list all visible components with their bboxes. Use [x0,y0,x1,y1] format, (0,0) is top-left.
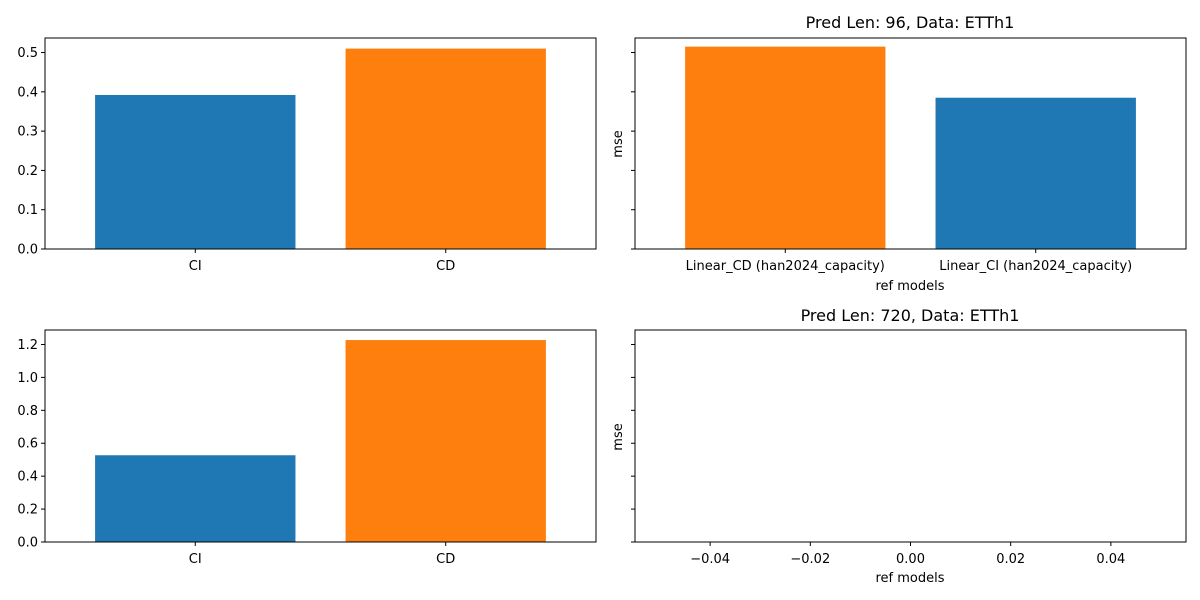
panel-bottom-right-xlabel: ref models [875,571,944,586]
panel-top-left-ytick-label-2: 0.1 [17,203,38,218]
panel-bottom-left-ytick-label-1: 0.0 [17,536,38,551]
panel-top-right-frame [634,37,1187,250]
panel-top-right-ylabel: mse [611,130,626,157]
panel-bottom-left-ytick-label-7: 1.2 [17,338,38,353]
panel-top-left-xtick-label-1: CI [189,259,202,274]
panel-bottom-left-ytick-label-3: 0.4 [17,470,38,485]
panel-bottom-left-bar-2 [345,340,546,542]
panel-bottom-left-xtick-label-1: CI [189,552,202,567]
panel-bottom-left: CI CD 0.0 0.2 0.4 0.6 0.8 1.0 1.2 [17,329,597,567]
panel-top-left-bar-1 [95,94,296,249]
panel-bottom-right-xtick-label-3: 0.00 [896,552,925,567]
panel-top-right-xtick-label-1: Linear_CD (han2024_capacity) [686,259,885,274]
panel-bottom-right-title: Pred Len: 720, Data: ETTh1 [801,306,1020,325]
panel-bottom-left-bar-1 [95,455,296,542]
panel-top-left-ytick-label-5: 0.4 [17,85,38,100]
panel-top-left-ytick-label-6: 0.5 [17,46,38,61]
panel-bottom-right-xtick-label-2: −0.02 [790,552,830,567]
panel-bottom-right: Pred Len: 720, Data: ETTh1 −0.04 −0.02 0.0… [611,306,1187,586]
panel-bottom-left-xtick-label-2: CD [436,552,455,567]
panel-bottom-right-frame [634,329,1187,543]
panel-top-right-xtick-label-2: Linear_CI (han2024_capacity) [939,259,1132,274]
panel-top-left-ytick-label-1: 0.0 [17,243,38,258]
panel-top-right-title: Pred Len: 96, Data: ETTh1 [806,13,1015,32]
panel-bottom-left-frame [44,329,597,543]
panel-bottom-left-ytick-label-5: 0.8 [17,404,38,419]
panel-top-left-bar-2 [345,48,546,249]
panel-top-left-ytick-label-3: 0.2 [17,164,38,179]
panel-top-left-frame [44,37,597,250]
panel-bottom-right-xtick-label-1: −0.04 [690,552,730,567]
panel-top-right-bar-2 [935,97,1136,249]
panel-bottom-right-xtick-label-4: 0.02 [996,552,1025,567]
panel-top-right-xlabel: ref models [875,279,944,294]
panel-bottom-left-ytick-label-4: 0.6 [17,437,38,452]
panel-bottom-left-ytick-label-6: 1.0 [17,371,38,386]
panel-top-left-ytick-label-4: 0.3 [17,125,38,140]
panel-bottom-right-xtick-label-5: 0.04 [1096,552,1125,567]
panel-top-left-xtick-label-2: CD [436,259,455,274]
panel-bottom-left-ytick-label-2: 0.2 [17,503,38,518]
panel-top-right-bar-1 [685,46,886,250]
panel-top-right: Pred Len: 96, Data: ETTh1 Linear_CD (han… [611,13,1187,294]
panel-bottom-right-ylabel: mse [611,423,626,450]
panel-top-left: CI CD 0.0 0.1 0.2 0.3 0.4 0.5 [17,37,597,274]
